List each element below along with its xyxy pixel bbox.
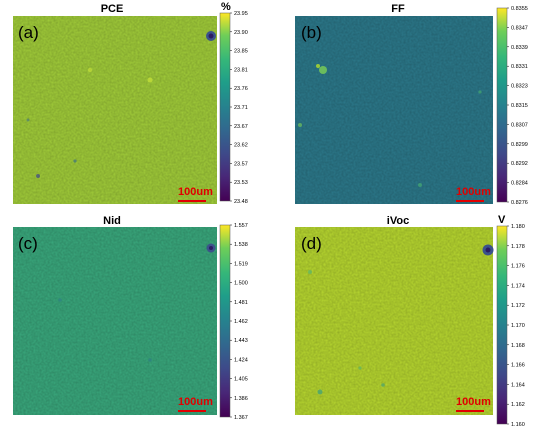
colorbar-unit-d: V (498, 214, 506, 226)
heatmap-c-texture (13, 227, 217, 415)
colorbar-tick-label: 0.8331 (511, 64, 528, 70)
colorbar-tick-label: 1.500 (234, 281, 248, 287)
colorbar-tick-label: 0.8347 (511, 25, 528, 31)
colorbar-tick-label: 0.8292 (511, 161, 528, 167)
panel-title-b: FF (391, 3, 405, 15)
panel-a: PCE (a) 100um % 23.95 23.90 23.85 23.81 23.7… (13, 1, 248, 205)
panel-d: iVoc (d) 100um V 1.1801.1781.1761.1741.1… (295, 214, 525, 428)
colorbar-tick-label: 0.8307 (511, 122, 528, 128)
colorbar-tick-label: 23.62 (234, 143, 248, 149)
heatmap-b-features (298, 64, 482, 187)
colorbar-tick-label: 1.168 (511, 343, 525, 349)
colorbar-tick-label: 0.8339 (511, 45, 528, 51)
colorbar-tick-label: 1.172 (511, 303, 525, 309)
colorbar-tick-label: 1.176 (511, 264, 525, 270)
colorbar-tick-label: 1.166 (511, 363, 525, 369)
colorbar-tick-label: 1.164 (511, 382, 525, 388)
panel-title-a: PCE (101, 3, 124, 15)
colorbar-c (219, 224, 231, 418)
panel-b: FF (b) 100um 0.83550.83470.83390.83310.8… (295, 3, 528, 206)
colorbar-tick-label: 1.162 (511, 402, 525, 408)
colorbar-tick-label: 23.76 (234, 86, 248, 92)
colorbar-tick-label: 1.462 (234, 319, 248, 325)
colorbar-ticks-d: 1.180 1.178 1.176 1.174 1.172 1.170 1.168 1.166… (507, 224, 525, 428)
scale-bar-label-a: 100um (178, 186, 213, 198)
heatmap-a-texture (13, 16, 217, 204)
colorbar-tick-label: 0.8284 (511, 181, 528, 187)
scale-bar-label-d: 100um (456, 396, 491, 408)
scale-bar-label-c: 100um (178, 396, 213, 408)
colorbar-tick-label: 0.8355 (511, 6, 528, 12)
colorbar-tick-label: 23.71 (234, 105, 248, 111)
colorbar-tick-label: 23.85 (234, 49, 248, 55)
colorbar-tick-label: 23.57 (234, 161, 248, 167)
scale-bar-label-b: 100um (456, 186, 491, 198)
panel-label-c: (c) (18, 234, 38, 253)
colorbar-tick-label: 1.367 (234, 415, 248, 421)
heatmap-d-features (308, 244, 494, 395)
colorbar-tick-label: 1.170 (511, 323, 525, 329)
colorbar-ticks-c: 1.557 1.538 1.519 1.500 1.481 1.462 1.443 1.424… (230, 223, 248, 421)
colorbar-tick-label: 23.81 (234, 67, 248, 73)
colorbar-tick-label: 23.95 (234, 11, 248, 17)
heatmap-a-features (26, 31, 216, 178)
panel-label-d: (d) (301, 234, 322, 253)
colorbar-tick-label: 1.557 (234, 223, 248, 229)
heatmap-c-features (58, 243, 216, 362)
panel-title-d: iVoc (387, 215, 409, 227)
colorbar-ticks-b: 0.8355 0.8347 0.8339 0.8331 0.8323 0.8315 0.83… (507, 6, 528, 206)
colorbar-tick-label: 1.424 (234, 357, 248, 363)
colorbar-tick-label: 1.160 (511, 422, 525, 428)
heatmap-d-texture (295, 227, 493, 415)
panel-label-b: (b) (301, 23, 322, 42)
colorbar-tick-label: 1.538 (234, 242, 248, 248)
heatmap-b-texture (295, 16, 493, 204)
colorbar-tick-label: 23.53 (234, 180, 248, 186)
colorbar-tick-label: 23.48 (234, 199, 248, 205)
colorbar-b (496, 7, 508, 203)
panel-c: Nid (c) 100um 1.5571.5381.5191.5001.4811… (13, 215, 248, 421)
colorbar-tick-label: 0.8315 (511, 103, 528, 109)
colorbar-d (496, 225, 508, 425)
colorbar-tick-label: 0.8299 (511, 142, 528, 148)
colorbar-tick-label: 1.519 (234, 261, 248, 267)
colorbar-tick-label: 23.90 (234, 30, 248, 36)
colorbar-tick-label: 1.180 (511, 224, 525, 230)
colorbar-ticks-a: 23.95 23.90 23.85 23.81 23.76 23.71 23.67 23.62… (230, 11, 248, 205)
colorbar-tick-label: 0.8276 (511, 200, 528, 206)
colorbar-tick-label: 0.8323 (511, 84, 528, 90)
panel-title-c: Nid (103, 215, 121, 227)
colorbar-tick-label: 1.386 (234, 396, 248, 402)
colorbar-tick-label: 1.178 (511, 244, 525, 250)
colorbar-tick-label: 1.405 (234, 377, 248, 383)
colorbar-tick-label: 23.67 (234, 124, 248, 130)
colorbar-tick-label: 1.174 (511, 283, 525, 289)
colorbar-a (219, 12, 231, 202)
panel-label-a: (a) (18, 23, 39, 42)
colorbar-tick-label: 1.443 (234, 338, 248, 344)
colorbar-unit-a: % (221, 1, 231, 13)
colorbar-tick-label: 1.481 (234, 300, 248, 306)
